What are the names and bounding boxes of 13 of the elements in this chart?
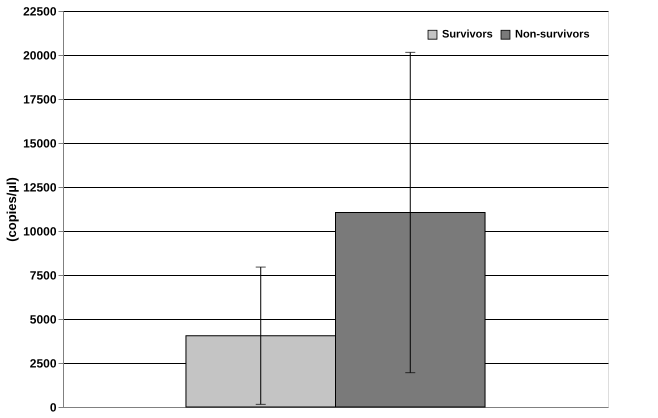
y-tick-label: 5000 <box>30 312 57 326</box>
y-tick-label: 15000 <box>23 136 57 150</box>
y-tick-label: 10000 <box>23 224 57 238</box>
legend-label: Non-survivors <box>515 28 590 41</box>
y-tick-label: 20000 <box>23 48 57 62</box>
y-tick-label: 22500 <box>23 4 57 18</box>
y-tick-label: 7500 <box>30 268 57 282</box>
y-axis-title: (copies/µl) <box>4 177 20 242</box>
y-tick-label: 2500 <box>30 356 57 370</box>
legend-label: Survivors <box>442 28 493 41</box>
y-tick-label: 12500 <box>23 180 57 194</box>
y-tick-label: 17500 <box>23 92 57 106</box>
y-tick-label: 0 <box>50 400 57 414</box>
